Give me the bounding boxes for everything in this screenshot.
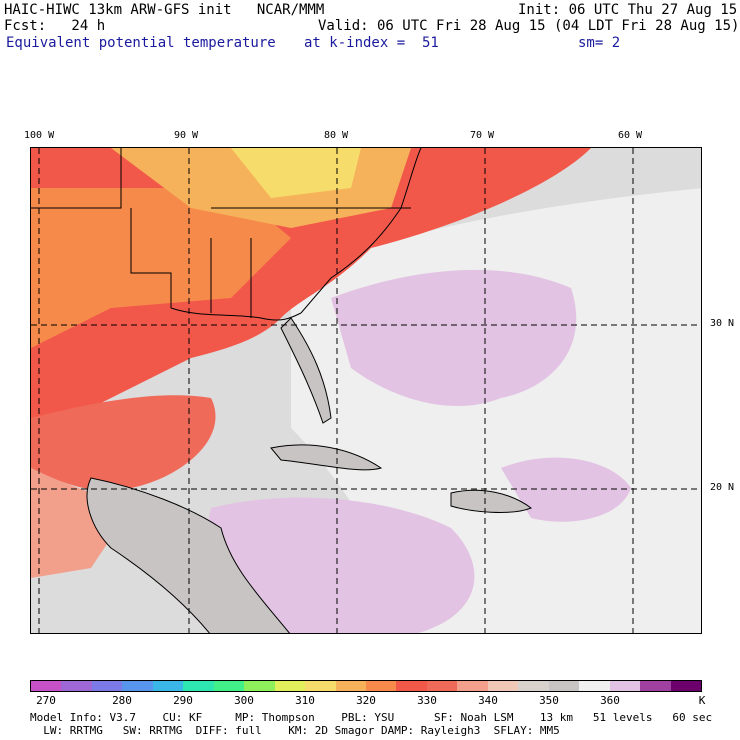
cbar-tick-280: 280 (112, 694, 132, 707)
colorbar-swatch (152, 681, 184, 691)
florida-landmass (280, 317, 332, 424)
lon-label-70w: 70 W (470, 130, 495, 141)
cbar-unit: K (698, 694, 706, 707)
forecast-hour: Fcst: 24 h (4, 18, 106, 34)
colorbar-swatch (396, 681, 427, 691)
smoothing: sm= 2 (578, 35, 621, 51)
valid-time: Valid: 06 UTC Fri 28 Aug 15 (04 LDT Fri … (318, 18, 740, 34)
lon-label-80w: 80 W (324, 130, 349, 141)
central-america-landmass (86, 477, 291, 633)
colorbar-swatch (365, 681, 397, 691)
cbar-tick-290: 290 (173, 694, 193, 707)
colorbar-swatch (609, 681, 641, 691)
colorbar-swatch (61, 681, 92, 691)
colorbar-swatch (640, 681, 671, 691)
lavender-region-east (501, 457, 631, 522)
colorbar-swatch (487, 681, 519, 691)
map-canvas (31, 148, 701, 633)
colorbar-swatch (91, 681, 123, 691)
colorbar-swatch (457, 681, 488, 691)
lon-label-90w: 90 W (174, 130, 199, 141)
cbar-tick-320: 320 (356, 694, 376, 707)
cbar-tick-270: 270 (36, 694, 56, 707)
state-border-1 (31, 148, 122, 209)
level-index: at k-index = 51 (304, 35, 439, 51)
lat-label-30n: 30 N (710, 318, 735, 329)
colorbar-swatch (183, 681, 214, 691)
orange-region (31, 188, 291, 348)
cuba-landmass (270, 444, 383, 471)
model-info-line1: Model Info: V3.7 CU: KF MP: Thompson PBL… (30, 711, 713, 724)
yellow-region (231, 148, 361, 198)
colorbar-swatch (213, 681, 245, 691)
cbar-tick-340: 340 (478, 694, 498, 707)
coastlines (31, 148, 422, 321)
colorbar-swatch (31, 681, 62, 691)
field-name: Equivalent potential temperature (6, 35, 276, 51)
cbar-tick-310: 310 (295, 694, 315, 707)
lon-label-100w: 100 W (24, 130, 55, 141)
theta-e-map (30, 147, 702, 634)
model-info-line2: LW: RRTMG SW: RRTMG DIFF: full KM: 2D Sm… (30, 724, 560, 737)
salmon-region (31, 468, 131, 578)
colorbar-swatch (244, 681, 275, 691)
colorbar-swatch (426, 681, 458, 691)
title-line1: HAIC-HIWC 13km ARW-GFS init NCAR/MMM (4, 2, 325, 18)
graticule (31, 148, 701, 633)
hispaniola-landmass (450, 489, 533, 513)
cbar-tick-350: 350 (539, 694, 559, 707)
gulf-coast (170, 307, 302, 321)
colorbar-swatch (305, 681, 336, 691)
colorbar (30, 680, 702, 692)
colorbar-swatch (670, 681, 701, 691)
gulf-warm-region (31, 395, 216, 491)
lon-label-60w: 60 W (618, 130, 643, 141)
colorbar-swatch (122, 681, 153, 691)
init-time: Init: 06 UTC Thu 27 Aug 15 (518, 2, 738, 18)
cbar-tick-330: 330 (417, 694, 437, 707)
lavender-region-caribbean (207, 497, 475, 633)
colorbar-swatch (518, 681, 549, 691)
state-border-2 (130, 208, 172, 308)
cbar-tick-300: 300 (234, 694, 254, 707)
atlantic-coast (300, 148, 422, 314)
lat-label-20n: 20 N (710, 482, 735, 493)
colorbar-swatch (579, 681, 610, 691)
colorbar-swatch (548, 681, 580, 691)
cbar-tick-360: 360 (600, 694, 620, 707)
state-border-3 (210, 207, 411, 318)
colorbar-swatch (335, 681, 366, 691)
colorbar-swatch (274, 681, 306, 691)
lavender-region-north (331, 269, 577, 407)
